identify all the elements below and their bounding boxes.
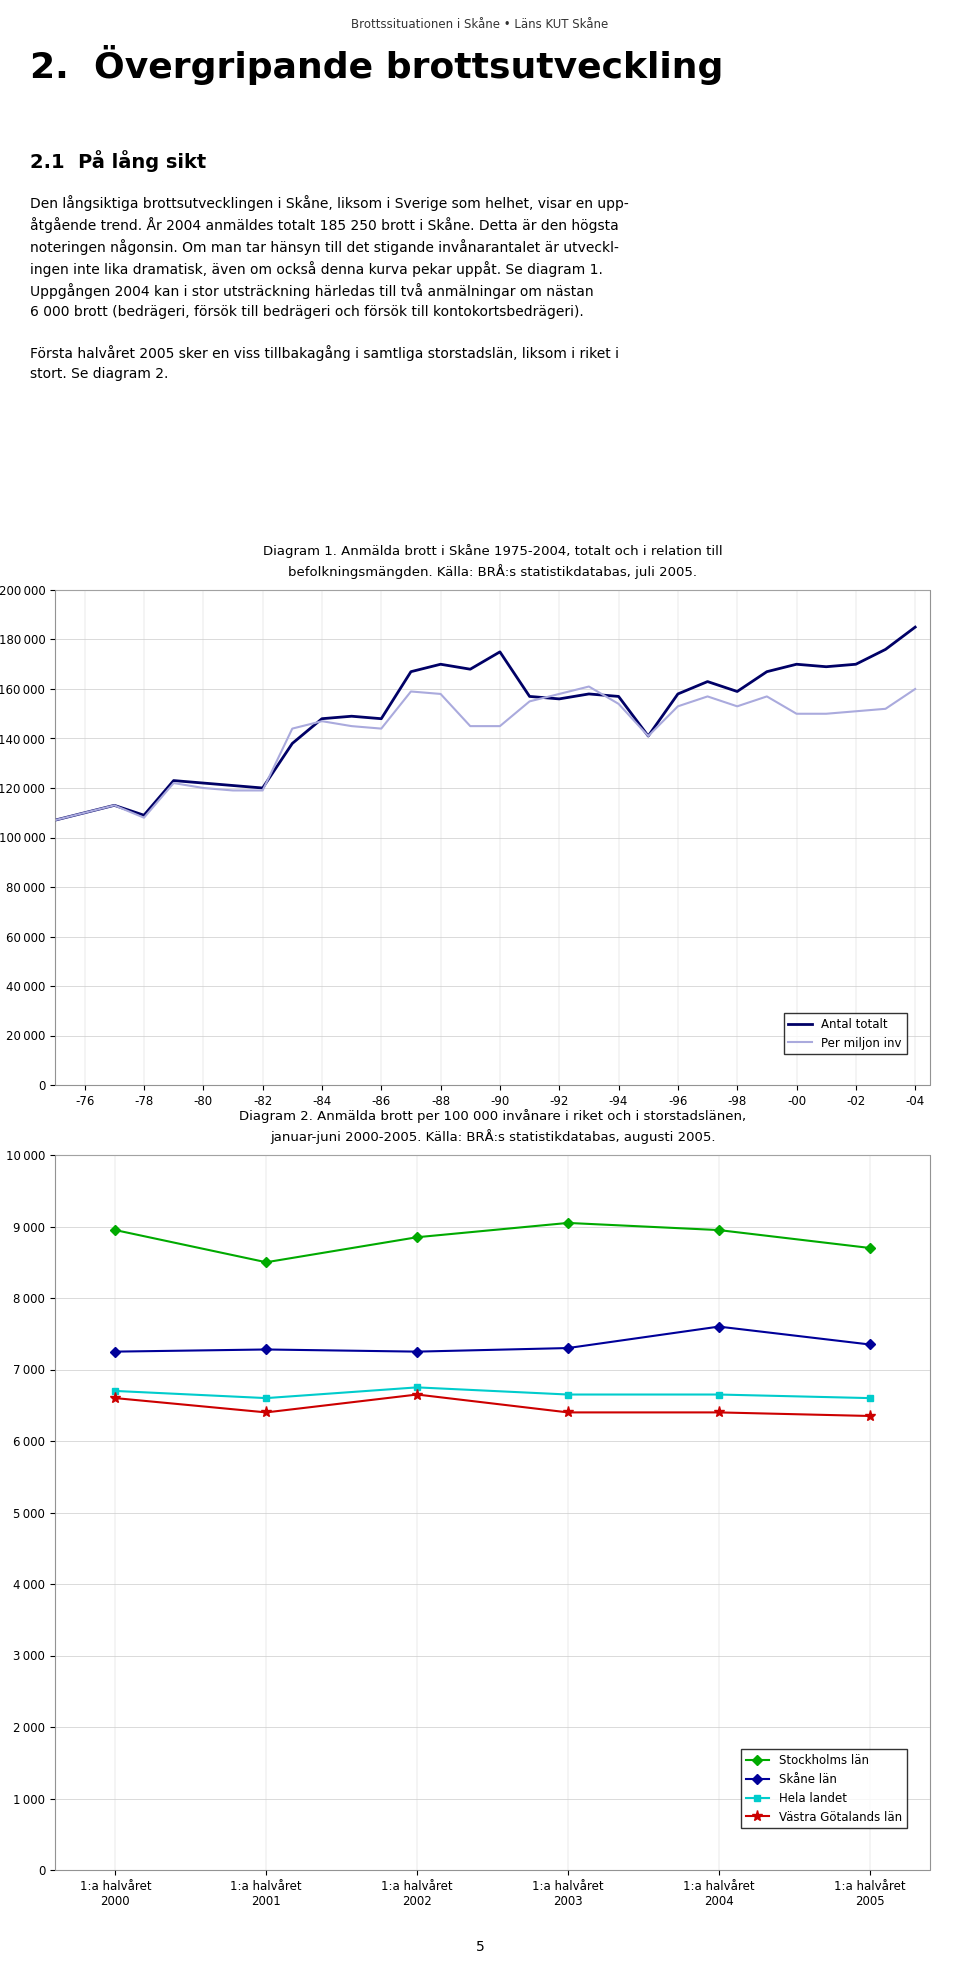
Bar [55, 591, 930, 1086]
Västra Götalands län [411, 1382, 422, 1406]
Text: Första halvåret 2005 sker en viss tillbakagång i samtliga storstadslän, liksom i: Första halvåret 2005 sker en viss tillba… [30, 345, 619, 361]
Skåne län [109, 1341, 121, 1364]
Text: 5: 5 [475, 1939, 485, 1953]
Stockholms län [713, 1219, 725, 1243]
Hela landet [563, 1382, 574, 1406]
Text: åtgående trend. År 2004 anmäldes totalt 185 250 brott i Skåne. Detta är den högs: åtgående trend. År 2004 anmäldes totalt … [30, 218, 619, 234]
Line: Stockholms län: Stockholms län [112, 1219, 874, 1266]
Skåne län [864, 1333, 876, 1356]
Västra Götalands län [563, 1402, 574, 1425]
Text: Brottssituationen i Skåne • Läns KUT Skåne: Brottssituationen i Skåne • Läns KUT Skå… [351, 18, 609, 31]
Västra Götalands län [864, 1404, 876, 1427]
Västra Götalands län [109, 1386, 121, 1409]
Västra Götalands län [713, 1402, 725, 1425]
Stockholms län [411, 1225, 422, 1248]
Skåne län [713, 1315, 725, 1339]
Text: Uppgången 2004 kan i stor utsträckning härledas till två anmälningar om nästan: Uppgången 2004 kan i stor utsträckning h… [30, 283, 593, 298]
Hela landet [864, 1386, 876, 1409]
Title: Diagram 2. Anmälda brott per 100 000 invånare i riket och i storstadslänen,
janu: Diagram 2. Anmälda brott per 100 000 inv… [239, 1109, 746, 1144]
Text: stort. Se diagram 2.: stort. Se diagram 2. [30, 367, 168, 381]
Stockholms län [260, 1250, 272, 1274]
Skåne län [260, 1337, 272, 1360]
Skåne län [563, 1337, 574, 1360]
Title: Diagram 1. Anmälda brott i Skåne 1975-2004, totalt och i relation till
befolknin: Diagram 1. Anmälda brott i Skåne 1975-20… [263, 544, 722, 579]
Text: ingen inte lika dramatisk, även om också denna kurva pekar uppåt. Se diagram 1.: ingen inte lika dramatisk, även om också… [30, 261, 603, 277]
Legend: Antal totalt, Per miljon inv: Antal totalt, Per miljon inv [783, 1013, 906, 1054]
Hela landet [713, 1382, 725, 1406]
Västra Götalands län [260, 1402, 272, 1425]
Text: Den långsiktiga brottsutvecklingen i Skåne, liksom i Sverige som helhet, visar e: Den långsiktiga brottsutvecklingen i Skå… [30, 194, 629, 210]
Text: 6 000 brott (bedrägeri, försök till bedrägeri och försök till kontokortsbedräger: 6 000 brott (bedrägeri, försök till bedr… [30, 304, 584, 320]
Line: Västra Götalands län: Västra Götalands län [109, 1390, 876, 1421]
Hela landet [260, 1386, 272, 1409]
Stockholms län [109, 1219, 121, 1243]
Hela landet [109, 1380, 121, 1404]
Text: noteringen någonsin. Om man tar hänsyn till det stigande invånarantalet är utvec: noteringen någonsin. Om man tar hänsyn t… [30, 239, 619, 255]
Text: 2.  Övergripande brottsutveckling: 2. Övergripande brottsutveckling [30, 45, 724, 84]
Line: Skåne län: Skåne län [112, 1323, 874, 1354]
Skåne län [411, 1341, 422, 1364]
Stockholms län [563, 1211, 574, 1235]
Text: 2.1  På lång sikt: 2.1 På lång sikt [30, 149, 206, 173]
Line: Hela landet: Hela landet [112, 1384, 874, 1402]
Stockholms län [864, 1237, 876, 1260]
Bar [55, 1154, 930, 1871]
Legend: Stockholms län, Skåne län, Hela landet, Västra Götalands län: Stockholms län, Skåne län, Hela landet, … [741, 1749, 906, 1828]
Hela landet [411, 1376, 422, 1400]
